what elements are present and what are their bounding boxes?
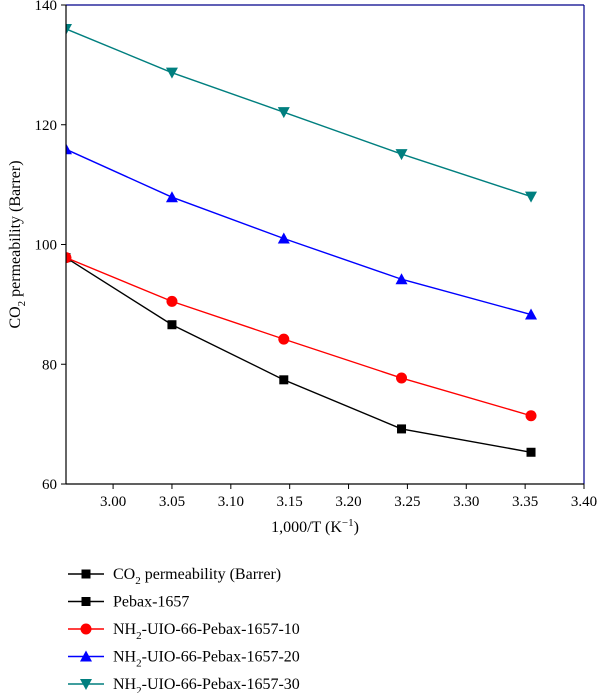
- x-axis-label-end: ): [354, 519, 359, 536]
- legend-item-3: NH2-UIO-66-Pebax-1657-10: [68, 621, 300, 642]
- data-point: [395, 273, 408, 285]
- x-axis-label-sup: −1: [342, 517, 354, 529]
- series-4: [66, 23, 538, 203]
- x-tick-label: 3.25: [394, 494, 420, 510]
- data-point: [397, 424, 407, 434]
- x-tick-label: 3.00: [100, 494, 126, 510]
- legend-label-post: -UIO-66-Pebax-1657-10: [142, 621, 300, 638]
- data-point: [277, 107, 290, 119]
- axes: 3.00 3.05 3.10 3.15 3.20 3.25 3.30 3.35 3.40 60 80…: [7, 0, 597, 536]
- legend-label-pre: NH: [113, 676, 137, 693]
- y-tick-label: 80: [42, 357, 57, 373]
- legend-label-sub: 2: [135, 575, 141, 587]
- data-point: [165, 191, 178, 203]
- y-tick-label: 140: [35, 0, 58, 14]
- data-point: [525, 191, 538, 203]
- legend-label: Pebax-1657: [113, 594, 189, 611]
- data-point: [278, 333, 290, 345]
- y-tick-label: 100: [35, 238, 58, 254]
- data-point: [395, 149, 408, 161]
- legend-marker: [81, 569, 91, 579]
- data-point: [526, 447, 536, 457]
- x-tick-label: 3.40: [571, 494, 597, 510]
- x-tick-label: 3.05: [159, 494, 185, 510]
- legend-label: NH2-UIO-66-Pebax-1657-20: [113, 649, 300, 670]
- legend-label: NH2-UIO-66-Pebax-1657-30: [113, 676, 300, 693]
- y-tick-label: 60: [42, 477, 57, 493]
- data-point: [396, 372, 408, 384]
- legend-marker: [80, 650, 92, 662]
- legend-label-pre: Pebax-1657: [113, 594, 189, 611]
- data-point: [167, 320, 177, 330]
- y-axis-label-sub: 2: [16, 301, 28, 307]
- legend-item-2: Pebax-1657: [68, 594, 189, 611]
- data-point: [66, 23, 72, 35]
- y-axis-label-rest: permeability (Barrer): [7, 160, 24, 300]
- y-tick-label: 120: [35, 118, 58, 134]
- series-2: [66, 252, 537, 422]
- legend-label-sub: 2: [136, 630, 142, 642]
- legend-marker: [80, 679, 92, 690]
- legend-label-post: -UIO-66-Pebax-1657-30: [142, 676, 300, 693]
- y-axis-label-base: CO: [7, 306, 24, 328]
- x-tick-label: 3.35: [512, 494, 538, 510]
- series-layer: [66, 23, 538, 457]
- data-point: [525, 308, 538, 320]
- data-point: [165, 67, 178, 79]
- x-tick-label: 3.20: [335, 494, 361, 510]
- legend-label-pre: NH: [113, 621, 137, 638]
- data-point: [66, 143, 72, 155]
- legend-marker: [80, 623, 92, 635]
- data-point: [525, 410, 537, 422]
- series-line: [66, 28, 532, 198]
- series-3: [66, 143, 538, 320]
- legend-label: CO2 permeability (Barrer): [113, 566, 281, 587]
- legend-label-post: permeability (Barrer): [141, 566, 281, 583]
- x-axis-label: 1,000/T (K−1): [271, 517, 359, 536]
- legend-marker: [81, 597, 91, 606]
- x-tick-label: 3.10: [218, 494, 244, 510]
- data-point: [66, 252, 72, 264]
- legend-item-4: NH2-UIO-66-Pebax-1657-20: [68, 649, 300, 670]
- data-point: [277, 232, 290, 244]
- legend-label: NH2-UIO-66-Pebax-1657-10: [113, 621, 300, 642]
- data-point: [279, 375, 289, 385]
- legend-label-pre: CO: [113, 566, 135, 583]
- series-line: [66, 257, 532, 417]
- x-tick-label: 3.30: [453, 494, 479, 510]
- legend-item-5: NH2-UIO-66-Pebax-1657-30: [68, 676, 300, 693]
- data-point: [166, 295, 178, 307]
- legend-label-sub: 2: [136, 685, 142, 693]
- legend-label-post: -UIO-66-Pebax-1657-20: [142, 649, 300, 666]
- x-axis-label-base: 1,000/T (K: [271, 519, 342, 536]
- x-tick-label: 3.15: [277, 494, 303, 510]
- legend-label-sub: 2: [136, 658, 142, 670]
- legend: CO2 permeability (Barrer)Pebax-1657NH2-U…: [68, 566, 300, 693]
- series-1: [66, 253, 536, 457]
- y-axis-label: CO2 permeability (Barrer): [7, 160, 28, 328]
- legend-label-pre: NH: [113, 649, 137, 666]
- legend-item-1: CO2 permeability (Barrer): [68, 566, 281, 587]
